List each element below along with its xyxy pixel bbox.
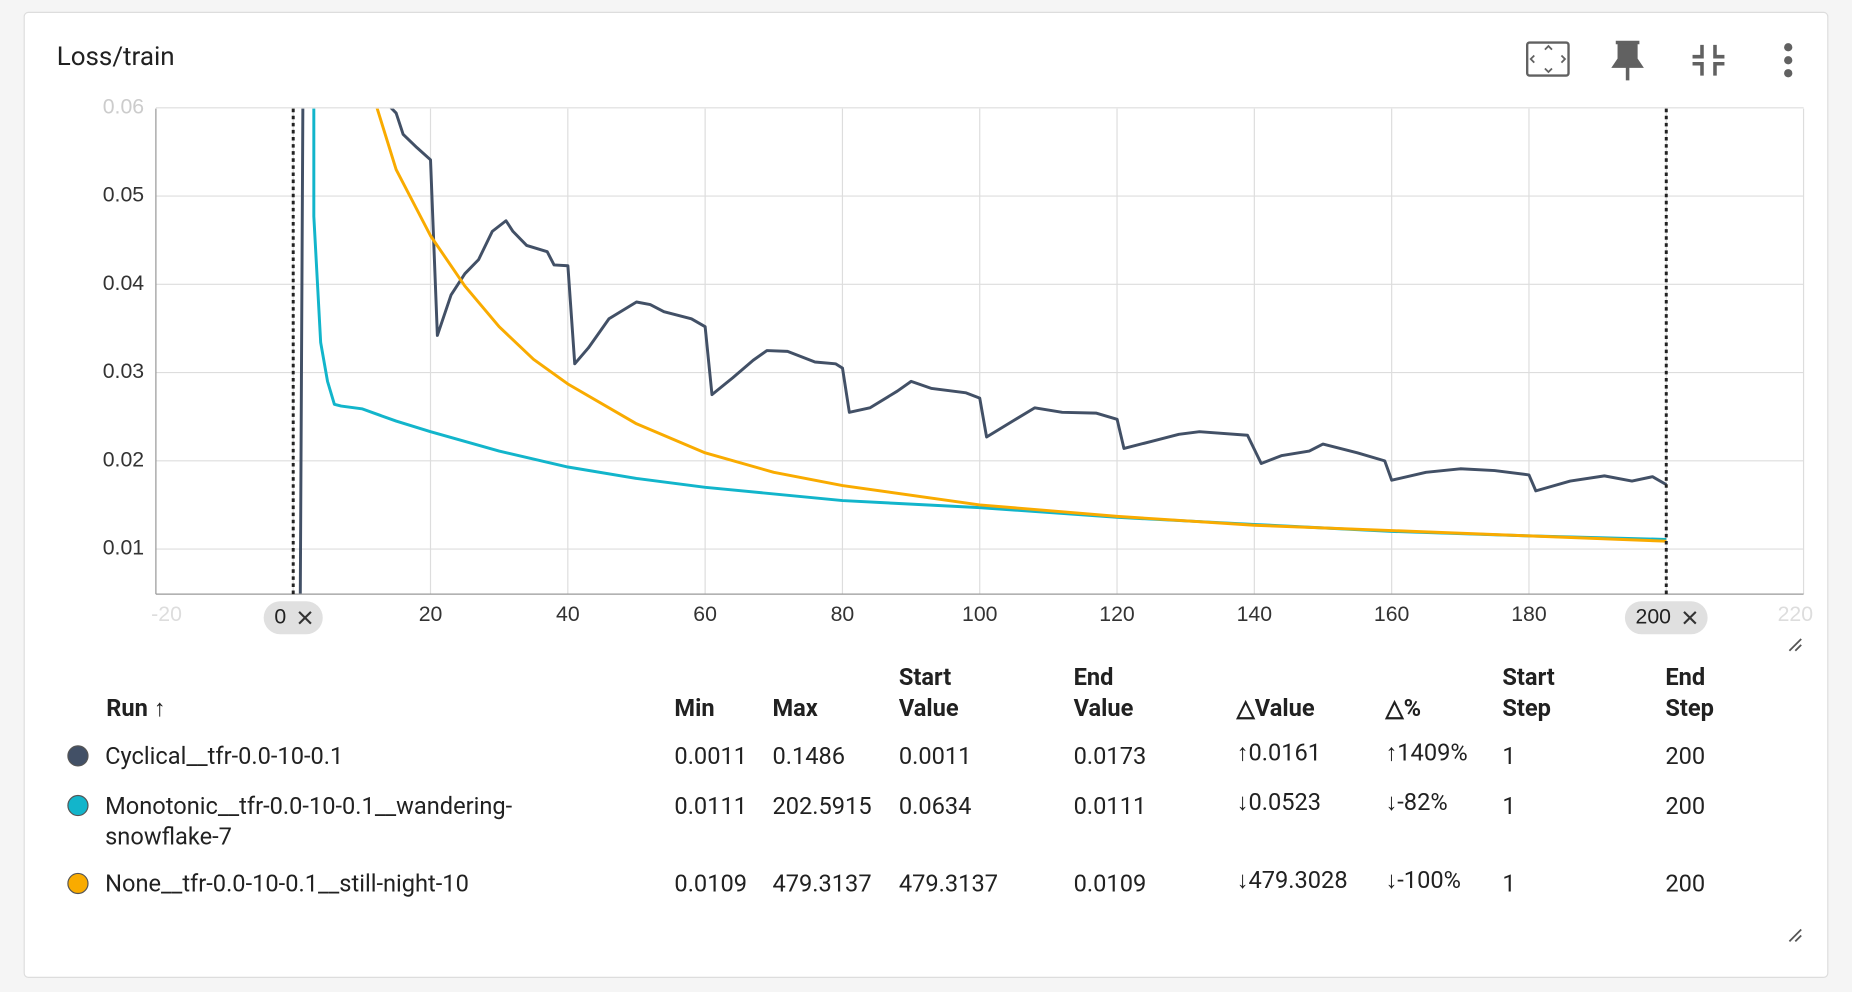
column-header: End Value [1073, 662, 1134, 722]
x-tick-label: 40 [556, 602, 580, 626]
legend-dot [67, 872, 89, 895]
cell: 1 [1502, 741, 1516, 771]
x-tick-label: 140 [1237, 602, 1272, 626]
y-tick-label: 0.02 [103, 447, 144, 471]
cell: 202.5915 [772, 791, 872, 820]
legend-dot [67, 745, 89, 767]
chip-bg [263, 601, 323, 635]
x-tick-label: 120 [1099, 602, 1134, 626]
column-header: Start Step [1502, 662, 1555, 722]
column-header: △% [1385, 693, 1422, 722]
run-name: Cyclical__tfr-0.0-10-0.1 [105, 741, 344, 771]
run-name: None__tfr-0.0-10-0.1__still-night-10 [105, 869, 469, 898]
cell: ↓-100% [1385, 865, 1461, 895]
cell: 200 [1665, 791, 1706, 820]
x-tick-label: 80 [831, 602, 855, 626]
chip-close [298, 611, 312, 625]
column-header: Max [772, 693, 818, 722]
cell: 0.0109 [674, 869, 748, 898]
fullscreen-button[interactable] [1526, 41, 1570, 77]
x-tick-label: 60 [693, 602, 717, 626]
cell: 0.0109 [1073, 869, 1147, 898]
cell: 479.3137 [772, 869, 872, 898]
cell: 0.0173 [1073, 741, 1147, 771]
cell: 200 [1665, 741, 1706, 771]
x-tick-label: 220 [1778, 602, 1813, 626]
chip-label: 0 [274, 604, 286, 628]
cell: 479.3137 [898, 869, 999, 898]
y-tick-label: 0.03 [103, 359, 144, 383]
y-tick-label: 0.04 [103, 271, 145, 295]
y-tick-label: 0.01 [103, 536, 144, 560]
range-chip[interactable]: 200 [1624, 601, 1708, 635]
resize-handle[interactable] [1788, 638, 1802, 942]
pin-button[interactable] [1611, 40, 1644, 81]
range-chip[interactable]: 0 [263, 601, 323, 635]
card-title: Loss/train [56, 42, 175, 73]
y-tick-label: 0.06 [103, 94, 144, 118]
cell: 0.0011 [898, 741, 972, 771]
cell: 200 [1665, 869, 1706, 898]
column-header[interactable]: Run ↑ [106, 693, 166, 722]
x-tick-label: -20 [151, 602, 182, 626]
legend-dot [67, 794, 89, 817]
column-header: △Value [1236, 693, 1315, 722]
y-tick-label: 0.05 [103, 183, 144, 207]
x-tick-label: 160 [1374, 602, 1409, 626]
toolbar [1526, 40, 1793, 81]
cell: ↓-82% [1385, 787, 1448, 817]
cell: 0.0111 [674, 791, 748, 820]
column-header: Start Value [898, 662, 959, 722]
cell: 0.1486 [772, 741, 846, 771]
card [23, 11, 1829, 978]
cell: 0.0111 [1073, 791, 1147, 820]
cell: 0.0011 [674, 741, 748, 771]
collapse-button[interactable] [1692, 44, 1725, 76]
chip-bg [1624, 601, 1708, 635]
column-header: Min [674, 693, 715, 722]
x-tick-label: 180 [1511, 602, 1546, 626]
cell: 1 [1502, 791, 1516, 820]
x-tick-label: 20 [419, 602, 443, 626]
cell: 1 [1502, 869, 1516, 898]
cell: ↓479.3028 [1236, 865, 1348, 895]
series-line [298, 108, 1668, 595]
plot [298, 0, 1668, 595]
chip-close [1683, 611, 1697, 625]
more-button[interactable] [1784, 43, 1793, 78]
run-name: Monotonic__tfr-0.0-10-0.1__wandering-sno… [105, 791, 513, 851]
cell: ↓0.0523 [1236, 787, 1322, 817]
chip-label: 200 [1636, 604, 1671, 628]
range-markers: 0 200 [263, 108, 1708, 635]
column-header: End Step [1665, 662, 1714, 722]
series-line [300, 0, 1666, 540]
cell: ↑1409% [1385, 738, 1468, 767]
cell: ↑0.0161 [1236, 738, 1322, 767]
cell: 0.0634 [898, 791, 972, 820]
x-tick-label: 100 [962, 602, 997, 626]
grid: 0.01 0.02 0.03 0.04 0.05 0.06 -20 0 20 40 60 80 100 1… [103, 94, 1813, 626]
